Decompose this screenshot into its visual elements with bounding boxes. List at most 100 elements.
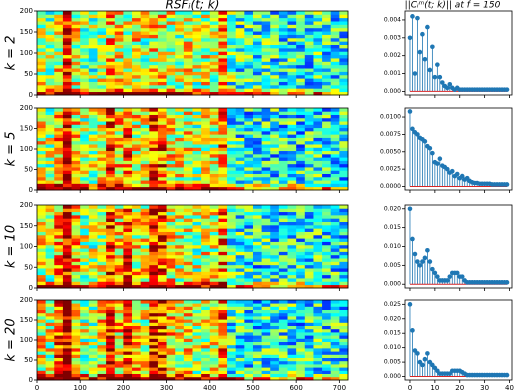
heatmap-cell — [37, 58, 46, 62]
heatmap-cell — [210, 144, 219, 148]
heatmap-cell — [63, 374, 72, 378]
heatmap-cell — [97, 370, 106, 374]
heatmap-cell — [331, 82, 340, 86]
heatmap-cell — [63, 215, 72, 219]
heatmap-cell — [270, 358, 279, 362]
heatmap-cell — [106, 316, 115, 320]
heatmap-cell — [322, 248, 331, 252]
heatmap-cell — [305, 141, 314, 145]
heatmap-cell — [253, 351, 262, 355]
heatmap-cell — [167, 24, 176, 28]
heatmap-cell — [184, 255, 193, 259]
heatmap-cell — [218, 51, 227, 55]
heatmap-cell — [244, 147, 253, 151]
heatmap-cell — [279, 268, 288, 272]
heatmap-cell — [123, 271, 132, 275]
heatmap-cell — [236, 141, 245, 145]
heatmap-cell — [201, 78, 210, 82]
heatmap-cell — [262, 251, 271, 255]
heatmap-cell — [339, 174, 348, 178]
heatmap-cell — [149, 134, 158, 138]
heatmap-cell — [262, 180, 271, 184]
heatmap-cell — [244, 351, 253, 355]
heatmap-cell — [80, 242, 89, 246]
heatmap-cell — [149, 18, 158, 22]
heatmap-cell — [80, 174, 89, 178]
heatmap-cell — [167, 82, 176, 86]
heatmap-cell — [123, 121, 132, 125]
heatmap-cell — [175, 121, 184, 125]
heatmap-cell — [288, 111, 297, 115]
heatmap-cell — [106, 370, 115, 374]
heatmap-cell — [141, 228, 150, 232]
heatmap-cell — [339, 248, 348, 252]
heatmap-cell — [158, 332, 167, 336]
heatmap-cell — [253, 14, 262, 18]
heatmap-cell — [193, 111, 202, 115]
heatmap-cell — [89, 255, 98, 259]
heatmap-cell — [46, 128, 55, 132]
heatmap-cell — [210, 367, 219, 371]
heatmap-cell — [227, 170, 236, 174]
heatmap-cell — [184, 14, 193, 18]
heatmap-cell — [115, 14, 124, 18]
stem-marker — [415, 16, 420, 21]
heatmap-cell — [253, 228, 262, 232]
heatmap-cell — [141, 367, 150, 371]
heatmap-cell — [80, 310, 89, 314]
heatmap-cell — [201, 358, 210, 362]
row-label: k = 10 — [4, 225, 19, 268]
heatmap-cell — [218, 41, 227, 45]
heatmap-cell — [236, 144, 245, 148]
heatmap-cell — [123, 316, 132, 320]
heatmap-cell — [149, 108, 158, 112]
heatmap-cell — [227, 310, 236, 314]
heatmap-cell — [270, 11, 279, 15]
heatmap-cell — [227, 31, 236, 35]
heatmap-cell — [322, 205, 331, 209]
heatmap-cell — [279, 319, 288, 323]
heatmap-cell — [201, 222, 210, 226]
heatmap-cell — [193, 24, 202, 28]
heatmap-cell — [339, 68, 348, 72]
heatmap-cell — [236, 28, 245, 32]
heatmap-cell — [46, 180, 55, 184]
heatmap-cell — [158, 319, 167, 323]
heatmap-cell — [63, 338, 72, 342]
heatmap-cell — [339, 164, 348, 168]
heatmap-cell — [97, 24, 106, 28]
heatmap-cell — [184, 85, 193, 89]
heatmap-cell — [296, 51, 305, 55]
heatmap-cell — [123, 124, 132, 128]
heatmap-cell — [331, 374, 340, 378]
heatmap-cell — [184, 151, 193, 155]
heatmap-cell — [210, 271, 219, 275]
heatmap-cell — [279, 118, 288, 122]
heatmap-cell — [141, 310, 150, 314]
heatmap-cell — [236, 18, 245, 22]
heatmap-cell — [72, 310, 81, 314]
heatmap-cell — [305, 303, 314, 307]
heatmap-cell — [227, 300, 236, 304]
heatmap-cell — [279, 170, 288, 174]
heatmap-cell — [201, 31, 210, 35]
heatmap-cell — [132, 348, 141, 352]
heatmap-cell — [72, 180, 81, 184]
heatmap-cell — [331, 248, 340, 252]
heatmap-cell — [288, 335, 297, 339]
heatmap-cell — [253, 370, 262, 374]
heatmap-cell — [184, 141, 193, 145]
heatmap-cell — [253, 180, 262, 184]
heatmap-cell — [158, 141, 167, 145]
heatmap-cell — [296, 215, 305, 219]
heatmap-cell — [106, 18, 115, 22]
heatmap-cell — [167, 183, 176, 187]
heatmap-cell — [106, 157, 115, 161]
x-tick-label: 100 — [74, 384, 87, 390]
row-label: k = 20 — [4, 318, 19, 361]
heatmap-cell — [253, 238, 262, 242]
heatmap-cell — [149, 177, 158, 181]
heatmap-cell — [141, 55, 150, 59]
heatmap-cell — [331, 115, 340, 119]
heatmap-cell — [305, 370, 314, 374]
